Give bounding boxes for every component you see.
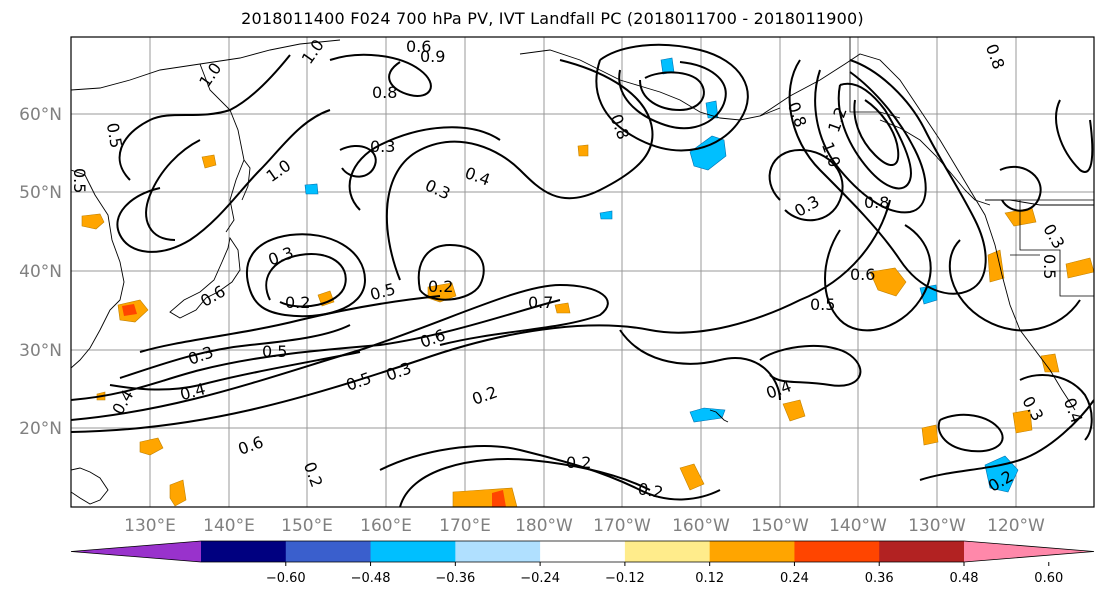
lat-label: 40°N bbox=[19, 262, 62, 282]
contour-label: 0.8 bbox=[372, 83, 397, 102]
lat-label: 30°N bbox=[19, 341, 62, 361]
longitude-labels: 130°E 140°E 150°E 160°E 170°E 180°W 170°… bbox=[124, 516, 1045, 536]
colorbar: −0.60 −0.48 −0.36 −0.24 −0.12 0.12 0.24 0.36 0.4… bbox=[70, 540, 1095, 586]
colorbar-tick-label: 0.48 bbox=[950, 571, 979, 586]
lon-label: 170°E bbox=[439, 516, 491, 536]
lon-label: 120°W bbox=[987, 516, 1045, 536]
contour-label: 0.2 bbox=[566, 453, 591, 472]
lat-label: 60°N bbox=[19, 105, 62, 125]
contour-label: 0.5 bbox=[262, 342, 287, 361]
contour-label: 0.9 bbox=[420, 47, 445, 66]
colorbar-tick-label: −0.36 bbox=[435, 571, 475, 586]
lon-label: 140°E bbox=[203, 516, 255, 536]
lon-label: 170°W bbox=[593, 516, 651, 536]
map-panel: 1.0 1.0 0.5 0.6 0.9 0.8 0.3 0.8 0.5 1.0 … bbox=[70, 36, 1095, 508]
colorbar-tick-label: 0.36 bbox=[865, 571, 894, 586]
colorbar-tick-label: −0.12 bbox=[605, 571, 645, 586]
lon-label: 150°E bbox=[281, 516, 333, 536]
lon-label: 160°E bbox=[360, 516, 412, 536]
contour-label: 0.5 bbox=[70, 168, 89, 193]
lat-label: 20°N bbox=[19, 419, 62, 439]
colorbar-swatch bbox=[455, 541, 541, 562]
contour-label: 0.5 bbox=[1040, 254, 1059, 279]
lon-label: 160°W bbox=[672, 516, 730, 536]
lon-label: 150°W bbox=[751, 516, 809, 536]
borders bbox=[849, 37, 1094, 297]
latitude-labels: 60°N 50°N 40°N 30°N 20°N bbox=[19, 105, 62, 439]
colorbar-tick-label: −0.24 bbox=[520, 571, 560, 586]
colorbar-swatch bbox=[709, 541, 795, 562]
contour-label: 0.3 bbox=[370, 137, 395, 156]
lat-label: 50°N bbox=[19, 183, 62, 203]
colorbar-tick-label: −0.48 bbox=[351, 571, 391, 586]
colorbar-extend-min bbox=[71, 541, 201, 562]
colorbar-tick-label: 0.60 bbox=[1034, 571, 1063, 586]
pv-contours bbox=[71, 43, 1094, 507]
lon-label: 130°E bbox=[124, 516, 176, 536]
negative-shading bbox=[304, 57, 1019, 493]
contour-label: 0.7 bbox=[528, 293, 553, 312]
lon-label: 140°W bbox=[829, 516, 887, 536]
contour-label: 0.2 bbox=[636, 479, 664, 502]
contour-label: 0.5 bbox=[103, 121, 126, 149]
colorbar-swatch bbox=[285, 541, 372, 562]
lon-label: 180°W bbox=[515, 516, 573, 536]
colorbar-extend-max bbox=[964, 541, 1094, 562]
lon-label: 130°W bbox=[908, 516, 966, 536]
colorbar-swatch bbox=[540, 541, 626, 562]
contour-label: 0.6 bbox=[406, 37, 431, 56]
colorbar-swatch bbox=[794, 541, 880, 562]
colorbar-tick-label: −0.60 bbox=[266, 571, 306, 586]
contour-label: 0.8 bbox=[864, 193, 889, 212]
contour-label: 0.5 bbox=[810, 295, 835, 314]
contour-label: 0.6 bbox=[850, 265, 875, 284]
colorbar-swatch bbox=[370, 541, 456, 562]
contour-label: 0.2 bbox=[285, 293, 310, 312]
map-frame bbox=[70, 36, 1095, 508]
colorbar-tick-label: 0.24 bbox=[780, 571, 809, 586]
colorbar-tick-label: 0.12 bbox=[695, 571, 724, 586]
map-title: 2018011400 F024 700 hPa PV, IVT Landfall… bbox=[241, 9, 864, 28]
colorbar-swatch bbox=[201, 541, 287, 562]
strong-positive-shading bbox=[122, 304, 506, 507]
colorbar-swatch bbox=[624, 541, 711, 562]
contour-label: 0.2 bbox=[428, 277, 453, 296]
colorbar-outline bbox=[70, 540, 1095, 563]
colorbar-swatch bbox=[879, 541, 965, 562]
